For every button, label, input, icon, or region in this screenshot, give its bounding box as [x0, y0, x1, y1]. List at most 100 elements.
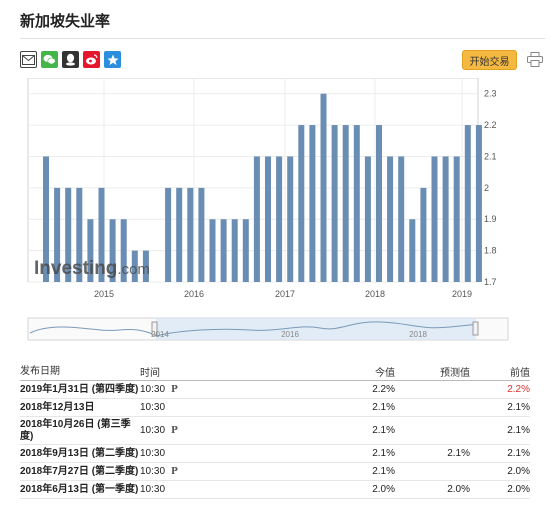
bar: [120, 219, 127, 282]
bar: [353, 125, 360, 282]
share-bar: [20, 51, 121, 68]
table-row: 2018年7月27日 (第二季度) 10:30 P 2.1% 2.0%: [20, 463, 530, 481]
qq-icon[interactable]: [62, 51, 79, 68]
bar: [364, 156, 371, 282]
print-icon[interactable]: [527, 52, 543, 72]
navigator-label: 2018: [409, 330, 427, 339]
preliminary-icon[interactable]: P: [171, 384, 178, 395]
bar: [287, 156, 294, 282]
x-tick-label: 2019: [452, 289, 472, 299]
header-date: 发布日期: [20, 365, 60, 377]
y-tick-label: 1.8: [484, 246, 497, 256]
table-header-row: 发布日期 时间 今值 预测值 前值: [20, 363, 530, 381]
preliminary-icon[interactable]: P: [171, 466, 178, 477]
header-time: 时间: [140, 368, 160, 379]
bar: [331, 125, 338, 282]
bar: [453, 156, 460, 282]
table-row: 2019年1月31日 (第四季度) 10:30 P 2.2% 2.2%: [20, 381, 530, 399]
bar: [142, 250, 149, 282]
time-value: 10:30: [140, 425, 166, 436]
bar: [309, 125, 316, 282]
bar: [376, 125, 382, 282]
bar: [242, 219, 249, 282]
bar: [43, 156, 49, 282]
cell-actual: 2.1%: [372, 466, 395, 477]
bar: [387, 156, 394, 282]
bar: [220, 219, 227, 282]
bar: [398, 156, 405, 282]
bar: [298, 125, 305, 282]
y-tick-label: 2.3: [484, 89, 497, 99]
time-value: 10:30: [140, 402, 166, 413]
bar: [209, 219, 216, 282]
start-trading-button[interactable]: 开始交易: [462, 50, 517, 70]
x-tick-label: 2015: [94, 289, 114, 299]
bar: [165, 187, 172, 282]
table-row: 2018年9月13日 (第二季度) 10:30 2.1% 2.1% 2.1%: [20, 445, 530, 463]
cell-forecast: 2.1%: [447, 448, 470, 459]
cell-time: 10:30 P: [140, 384, 195, 395]
cell-time: 10:30 P: [140, 425, 195, 436]
bar: [253, 156, 260, 282]
cell-forecast: 2.0%: [447, 484, 470, 495]
bar: [342, 125, 349, 282]
wechat-icon[interactable]: [41, 51, 58, 68]
navigator-line: [29, 321, 477, 337]
mail-icon[interactable]: [20, 51, 37, 68]
cell-time: 10:30: [140, 448, 195, 459]
bar: [176, 187, 183, 282]
bar: [409, 219, 416, 282]
cell-actual: 2.1%: [372, 425, 395, 436]
bar: [65, 187, 72, 282]
bar: [265, 156, 271, 282]
cell-date: 2018年10月26日 (第三季度): [20, 418, 131, 442]
y-tick-label: 2: [484, 183, 489, 193]
cell-previous: 2.2%: [507, 384, 530, 395]
header-forecast: 预测值: [440, 368, 470, 379]
header-previous: 前值: [510, 368, 530, 379]
cell-time: 10:30: [140, 402, 195, 413]
qzone-icon[interactable]: [104, 51, 121, 68]
time-value: 10:30: [140, 484, 166, 495]
bar: [442, 156, 449, 282]
cell-previous: 2.0%: [507, 484, 530, 495]
watermark-main: Investing: [34, 258, 117, 279]
weibo-icon[interactable]: [83, 51, 100, 68]
table-row: 2018年6月13日 (第一季度) 10:30 2.0% 2.0% 2.0%: [20, 481, 530, 499]
y-tick-label: 2.1: [484, 151, 497, 161]
bar: [98, 187, 105, 282]
bar: [431, 156, 438, 282]
preliminary-icon[interactable]: P: [171, 425, 178, 436]
table-row: 2018年10月26日 (第三季度) 10:30 P 2.1% 2.1%: [20, 417, 530, 445]
bar: [109, 219, 116, 282]
cell-time: 10:30 P: [140, 466, 195, 477]
investing-watermark: Investing.com: [34, 258, 150, 279]
navigator-right-handle: [472, 321, 479, 336]
y-tick-label: 2.2: [484, 120, 497, 130]
cell-previous: 2.1%: [507, 402, 530, 413]
release-table: 发布日期 时间 今值 预测值 前值 2019年1月31日 (第四季度) 10:30…: [20, 363, 530, 499]
bar: [76, 187, 83, 282]
cell-actual: 2.2%: [372, 384, 395, 395]
bar: [187, 187, 194, 282]
navigator-selection: [156, 318, 476, 340]
bar: [198, 187, 205, 282]
navigator-left-handle: [151, 321, 158, 336]
cell-actual: 2.1%: [372, 402, 395, 413]
bar: [276, 156, 283, 282]
cell-previous: 2.0%: [507, 466, 530, 477]
cell-date: 2018年6月13日 (第一季度): [20, 483, 139, 495]
cell-actual: 2.0%: [372, 484, 395, 495]
cell-time: 10:30: [140, 484, 195, 495]
table-body: 2019年1月31日 (第四季度) 10:30 P 2.2% 2.2% 2018年12月1…: [20, 381, 530, 499]
cell-date: 2019年1月31日 (第四季度): [20, 383, 139, 395]
time-value: 10:30: [140, 448, 166, 459]
cell-date: 2018年12月13日: [20, 401, 95, 413]
time-value: 10:30: [140, 384, 166, 395]
bar: [464, 125, 471, 282]
y-tick-label: 1.7: [484, 277, 497, 287]
unemployment-chart: 2.3 2.2 2.1 2 1.9 1.8 1.7 2015 2016 2017 2018 2019 I…: [20, 77, 530, 348]
table-row: 2018年12月13日 10:30 2.1% 2.1%: [20, 399, 530, 417]
watermark-suffix: .com: [117, 261, 150, 278]
cell-actual: 2.1%: [372, 448, 395, 459]
